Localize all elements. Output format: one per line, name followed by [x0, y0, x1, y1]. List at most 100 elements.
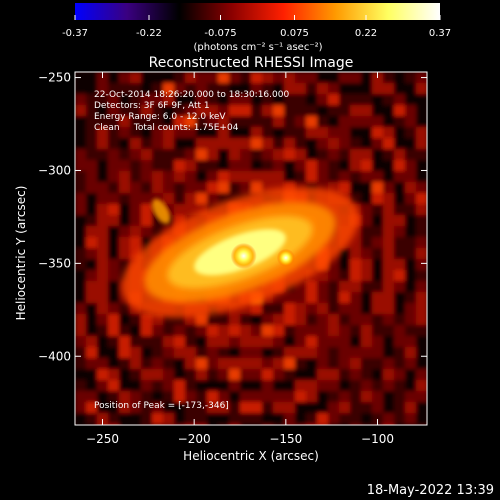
heatmap-cell: [383, 237, 395, 249]
heatmap-cell: [339, 259, 351, 271]
heatmap-cell: [75, 391, 87, 403]
heatmap-cell: [119, 248, 131, 260]
heatmap-cell: [119, 303, 131, 315]
heatmap-cell: [97, 204, 109, 216]
heatmap-cell: [229, 149, 241, 161]
heatmap-cell: [372, 193, 384, 205]
heatmap-cell: [240, 358, 252, 370]
heatmap-cell: [361, 336, 373, 348]
heatmap-cell: [295, 380, 307, 392]
heatmap-cell: [372, 94, 384, 106]
heatmap-cell: [361, 105, 373, 117]
heatmap-cell: [273, 369, 285, 381]
heatmap-cell: [372, 248, 384, 260]
heatmap-cell: [394, 204, 406, 216]
heatmap-cell: [196, 171, 208, 183]
heatmap-cell: [108, 325, 120, 337]
chart-title: Reconstructed RHESSI Image: [149, 55, 354, 71]
heatmap-cell: [328, 127, 340, 139]
heatmap-cell: [97, 83, 109, 95]
flare-source: [121, 186, 359, 318]
heatmap-cell: [394, 138, 406, 150]
heatmap-cell: [361, 204, 373, 216]
heatmap-cell: [284, 72, 296, 84]
heatmap-cell: [119, 215, 131, 227]
heatmap-cell: [152, 149, 164, 161]
heatmap-cell: [383, 391, 395, 403]
heatmap-cell: [251, 72, 263, 84]
heatmap-cell: [229, 314, 241, 326]
heatmap-cell: [262, 94, 274, 106]
heatmap-cell: [306, 424, 318, 425]
heatmap-cell: [405, 402, 417, 414]
heatmap-cell: [130, 149, 142, 161]
heatmap-cell: [229, 413, 241, 425]
heatmap-cell: [284, 303, 296, 315]
heatmap-cell: [75, 193, 87, 205]
heatmap-cell: [174, 193, 186, 205]
heatmap-cell: [141, 347, 153, 359]
heatmap-cell: [284, 83, 296, 95]
heatmap-cell: [229, 94, 241, 106]
source-tail: [151, 198, 171, 224]
heatmap-cell: [273, 358, 285, 370]
heatmap-cell: [339, 380, 351, 392]
heatmap-cell: [295, 149, 307, 161]
heatmap-cell: [163, 402, 175, 414]
heatmap-cell: [273, 336, 285, 348]
heatmap-cell: [372, 138, 384, 150]
heatmap-cell: [185, 369, 197, 381]
heatmap-cell: [229, 336, 241, 348]
heatmap-cell: [350, 369, 362, 381]
heatmap-cell: [86, 248, 98, 260]
heatmap-cell: [383, 325, 395, 337]
heatmap-cell: [394, 72, 406, 84]
heatmap-cell: [86, 204, 98, 216]
heatmap-cell: [130, 358, 142, 370]
heatmap-cell: [75, 259, 87, 271]
heatmap-cell: [416, 94, 427, 106]
colorbar-tick-label: 0.075: [280, 28, 309, 39]
heatmap-cell: [75, 369, 87, 381]
heatmap-cell: [218, 116, 230, 128]
heatmap-cell: [394, 380, 406, 392]
heatmap-cell: [207, 94, 219, 106]
heatmap-cell: [218, 138, 230, 150]
heatmap-cell: [262, 127, 274, 139]
heatmap-cell: [361, 226, 373, 238]
heatmap-cell: [97, 303, 109, 315]
heatmap-cell: [350, 116, 362, 128]
heatmap-cell: [108, 226, 120, 238]
heatmap-cell: [273, 127, 285, 139]
heatmap-cell: [97, 237, 109, 249]
heatmap-cell: [372, 105, 384, 117]
heatmap-cell: [416, 325, 427, 337]
heatmap-cell: [86, 171, 98, 183]
heatmap-cell: [306, 94, 318, 106]
heatmap-cell: [350, 358, 362, 370]
heatmap-cell: [218, 325, 230, 337]
heatmap-cell: [108, 171, 120, 183]
heatmap-cell: [141, 358, 153, 370]
heatmap-cell: [295, 83, 307, 95]
heatmap-cell: [273, 72, 285, 84]
heatmap-cell: [383, 226, 395, 238]
heatmap-cell: [86, 149, 98, 161]
heatmap-cell: [152, 83, 164, 95]
heatmap-cell: [174, 391, 186, 403]
heatmap-cell: [306, 138, 318, 150]
heatmap-cell: [251, 314, 263, 326]
heatmap-cell: [317, 303, 329, 315]
heatmap-cell: [196, 380, 208, 392]
heatmap-cell: [350, 413, 362, 425]
heatmap-cell: [251, 347, 263, 359]
heatmap-cell: [350, 127, 362, 139]
heatmap-cell: [174, 413, 186, 425]
heatmap-cell: [119, 402, 131, 414]
heatmap-cell: [284, 314, 296, 326]
heatmap-cell: [383, 215, 395, 227]
heatmap-cell: [152, 160, 164, 172]
heatmap-cell: [196, 160, 208, 172]
heatmap-cell: [240, 314, 252, 326]
heatmap-cell: [185, 138, 197, 150]
